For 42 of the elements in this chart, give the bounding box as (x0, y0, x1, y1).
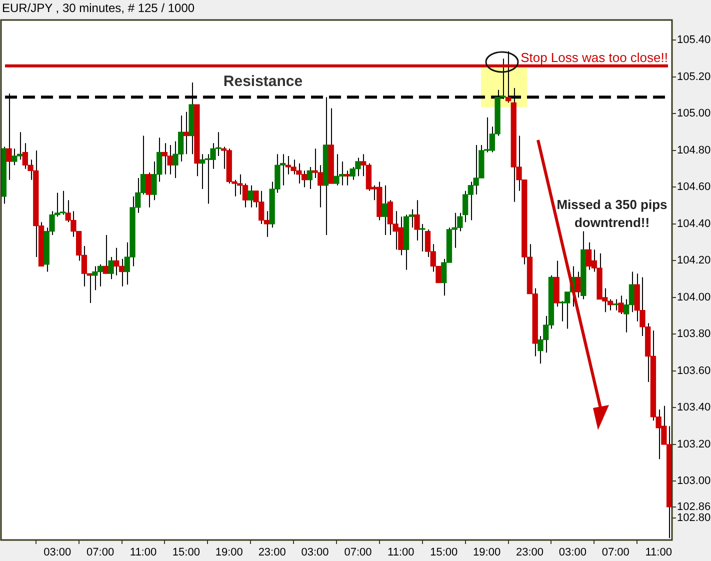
y-tick-label: 103.20 (677, 438, 711, 450)
chart-title: EUR/JPY , 30 minutes, # 125 / 1000 (2, 1, 195, 15)
y-tick-label: 103.80 (677, 328, 711, 340)
x-tick-label: 03:00 (301, 546, 329, 559)
x-tick-label: 11:00 (388, 546, 414, 559)
annotation: Missed a 350 pips downtrend!! (556, 196, 668, 232)
y-tick-label: 105.00 (677, 108, 711, 120)
x-tick-label: 23:00 (516, 546, 544, 559)
x-tick-label: 03:00 (558, 546, 586, 559)
candlestick (618, 295, 624, 314)
ref-line-label: Resistance (223, 72, 303, 90)
candlestick (306, 166, 312, 190)
y-tick-label: 104.20 (677, 254, 711, 267)
x-tick-label: 23:00 (258, 546, 286, 559)
y-tick-label: 104.00 (677, 291, 711, 304)
x-tick-label: 07:00 (344, 546, 372, 559)
x-tick-label: 11:00 (645, 546, 672, 559)
y-tick-label: 104.40 (677, 218, 711, 230)
y-tick-label: 103.00 (677, 475, 711, 488)
candlestick (344, 170, 350, 186)
y-tick-label: 103.60 (677, 364, 711, 377)
x-tick-label: 15:00 (430, 546, 458, 559)
y-tick-label: 102.80 (677, 512, 711, 524)
y-tick-label: 103.40 (677, 402, 711, 414)
candlestick (382, 184, 388, 236)
x-tick-label: 19:00 (215, 546, 243, 559)
x-tick-label: 15:00 (172, 546, 200, 559)
candlestick (420, 223, 426, 252)
x-tick-label: 03:00 (44, 546, 72, 559)
y-tick-label: 104.60 (677, 181, 711, 194)
x-tick-label: 19:00 (473, 546, 501, 559)
x-tick-label: 11:00 (130, 546, 157, 559)
y-tick-label: 102.86 (677, 500, 711, 513)
x-tick-label: 07:00 (602, 546, 630, 559)
candlestick (414, 200, 420, 241)
x-tick-label: 07:00 (86, 546, 114, 559)
candlestick (575, 271, 581, 298)
y-tick-label: 104.80 (677, 144, 711, 156)
y-tick-label: 105.20 (677, 70, 711, 83)
candlestick (248, 184, 254, 208)
ref-line-label: Stop Loss was too close!! (520, 50, 668, 66)
y-tick-label: 105.40 (677, 34, 711, 46)
